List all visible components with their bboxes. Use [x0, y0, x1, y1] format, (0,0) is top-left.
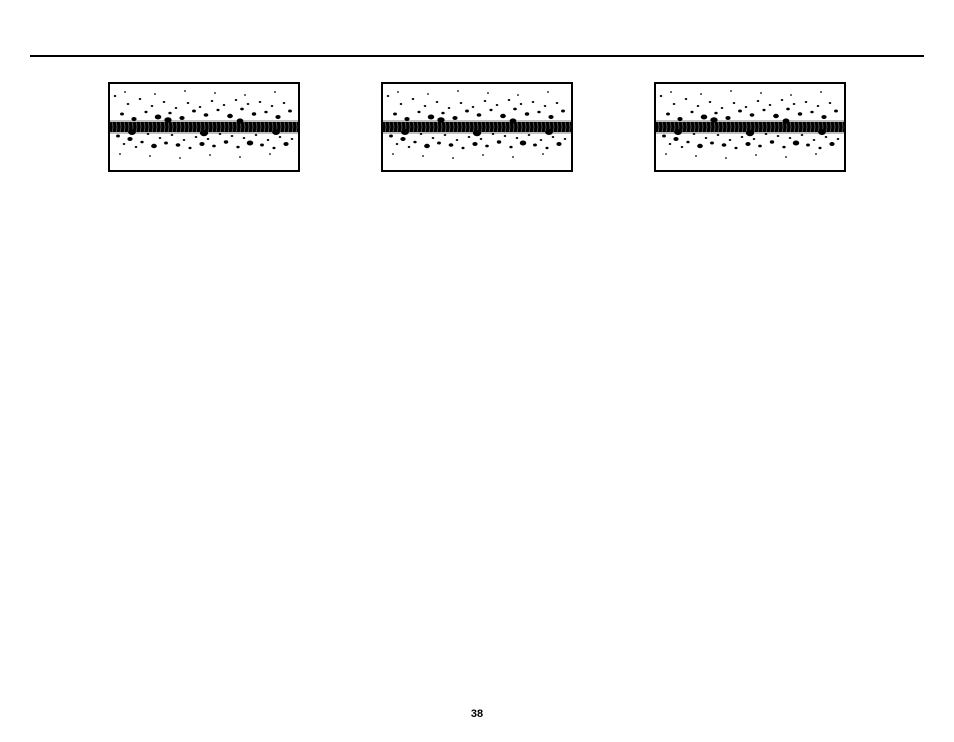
horizontal-rule: [30, 55, 924, 57]
figure-row: [108, 82, 846, 172]
weld-figure-3: [654, 82, 846, 172]
page-number: 38: [0, 708, 954, 720]
weld-figure-2: [381, 82, 573, 172]
weld-figure-1: [108, 82, 300, 172]
